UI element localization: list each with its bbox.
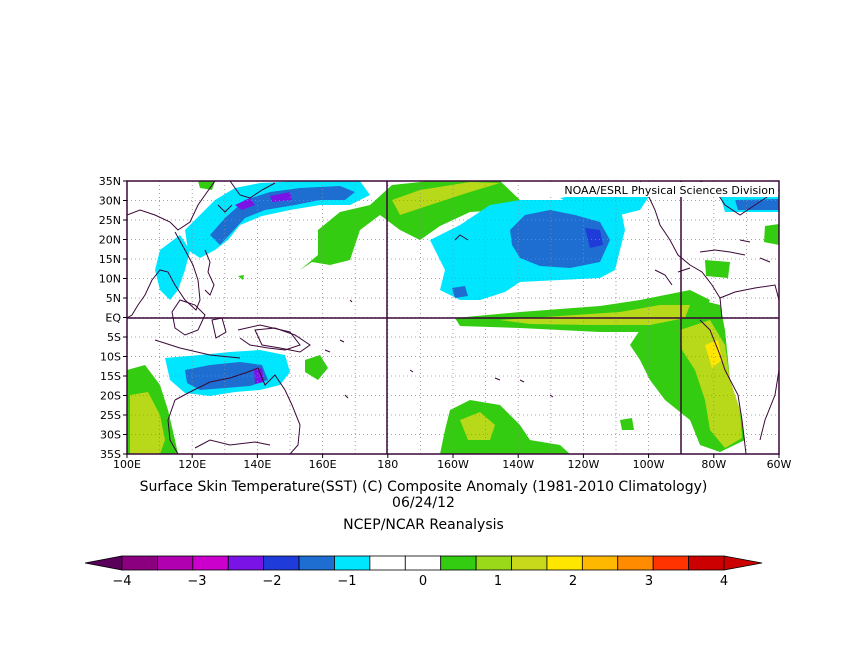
cold-region-atlantic-north-core <box>735 199 779 210</box>
map-title: Surface Skin Temperature(SST) (C) Compos… <box>139 479 708 495</box>
lat-tick-label: EQ <box>105 312 121 325</box>
colorbar-swatch <box>475 555 512 571</box>
colorbar-tick-label: 4 <box>720 574 728 589</box>
coast-lakes-mexico <box>654 267 691 286</box>
warm-region-caribbean <box>705 260 730 278</box>
coast-south-america <box>699 284 779 454</box>
warm-region-south-se <box>620 418 634 430</box>
colorbar-swatch <box>227 555 265 571</box>
colorbar-swatch <box>511 555 548 571</box>
colorbar-tick-label: −1 <box>337 574 356 589</box>
cold-region-south-china-sea <box>155 235 190 300</box>
coast-asia <box>127 181 216 319</box>
colorbar-high-arrow <box>723 555 763 571</box>
warm-region-australia-west-core <box>130 392 165 454</box>
warm-region-equatorial-core <box>500 305 690 325</box>
lon-tick-label: 60W <box>767 458 792 471</box>
warm-region-central-north <box>300 181 520 270</box>
warm-region-sc-sea-patch <box>238 275 244 280</box>
colorbar-tick-label: −4 <box>112 574 131 589</box>
cold-region-eq-pacific-patch <box>480 240 505 258</box>
warm-region-nw-pacific-strip <box>392 182 500 215</box>
coast-japan <box>217 181 276 213</box>
colorbar-tick-label: 0 <box>419 574 427 589</box>
lat-tick-label: 20S <box>100 390 121 403</box>
lat-tick-label: 15N <box>99 253 121 266</box>
lon-tick-label: 140E <box>243 458 271 471</box>
lat-tick-label: 5N <box>106 292 121 305</box>
lon-tick-label: 180 <box>377 458 398 471</box>
lat-tick-label: 15S <box>100 370 121 383</box>
colorbar-tick-label: 1 <box>494 574 502 589</box>
coast-philippines <box>204 249 215 296</box>
lat-tick-label: 30S <box>100 429 121 442</box>
coast-australia <box>167 367 301 454</box>
lon-tick-label: 160W <box>437 458 469 471</box>
credit-box <box>536 182 778 197</box>
colorbar-swatch <box>617 555 654 571</box>
warm-region-atlantic <box>764 224 779 245</box>
lat-tick-label: 35N <box>99 175 121 188</box>
warm-region-south-central <box>440 400 570 454</box>
lon-tick-label: 120E <box>178 458 206 471</box>
cold-region-ne-pacific-core <box>585 228 603 248</box>
lon-tick-label: 160E <box>309 458 337 471</box>
lat-tick-label: 25N <box>99 214 121 227</box>
coast-borneo-indonesia <box>154 299 301 359</box>
colorbar-swatch <box>121 555 158 571</box>
lat-tick-label: 10N <box>99 273 121 286</box>
lat-tick-label: 10S <box>100 351 121 364</box>
map-source: NCEP/NCAR Reanalysis <box>343 517 504 533</box>
lat-tick-label: 35S <box>100 448 121 461</box>
colorbar-swatch <box>652 555 689 571</box>
lat-tick-label: 5S <box>107 331 121 344</box>
longitude-axis: 100E 120E 140E 160E 180 160W 140W 120W 100W 80W 60… <box>113 454 792 471</box>
colorbar: −4 −3 −2 −1 0 1 2 3 4 <box>84 555 763 589</box>
cold-region-kuroshio-core <box>235 192 292 210</box>
cold-region-arafura-blue <box>185 362 268 390</box>
warm-region-peru-coast <box>680 320 742 448</box>
lat-tick-label: 25S <box>100 409 121 422</box>
lon-tick-label: 100E <box>113 458 141 471</box>
coast-pacific-islands <box>324 234 554 399</box>
colorbar-swatch <box>688 555 725 571</box>
map-date: 06/24/12 <box>392 495 455 511</box>
cold-region-ne-pacific-blue <box>510 210 610 268</box>
lon-tick-label: 120W <box>567 458 599 471</box>
credit-text: NOAA/ESRL Physical Sciences Division <box>564 184 775 197</box>
lon-tick-label: 80W <box>701 458 726 471</box>
colorbar-tick-label: −2 <box>262 574 281 589</box>
warm-anomaly-regions <box>127 181 779 454</box>
coast-new-guinea <box>254 327 311 353</box>
reference-lines <box>127 181 779 454</box>
colorbar-swatch <box>369 555 406 571</box>
colorbar-swatch <box>440 555 477 571</box>
colorbar-swatch <box>404 555 442 571</box>
latitude-axis: 35N 30N 25N 20N 15N 10N 5N EQ 5S 10S 15S 20S 25S 30S 3… <box>99 175 127 461</box>
colorbar-swatch <box>581 555 619 571</box>
lat-tick-label: 20N <box>99 234 121 247</box>
lon-tick-label: 140W <box>502 458 534 471</box>
lat-tick-label: 30N <box>99 195 121 208</box>
colorbar-tick-label: 2 <box>569 574 577 589</box>
colorbar-low-arrow <box>84 555 123 571</box>
colorbar-swatch <box>298 555 335 571</box>
colorbar-tick-label: −3 <box>187 574 206 589</box>
colorbar-swatch <box>546 555 583 571</box>
colorbar-swatch <box>334 555 371 571</box>
colorbar-swatch <box>263 555 300 571</box>
cold-region-ne-pacific-west-dot <box>452 286 468 298</box>
colorbar-tick-label: 3 <box>645 574 653 589</box>
warm-region-south-central-core <box>460 412 495 440</box>
lon-tick-label: 100W <box>633 458 665 471</box>
colorbar-swatch <box>157 555 194 571</box>
colorbar-swatch <box>192 555 229 571</box>
coast-caribbean <box>699 239 771 263</box>
